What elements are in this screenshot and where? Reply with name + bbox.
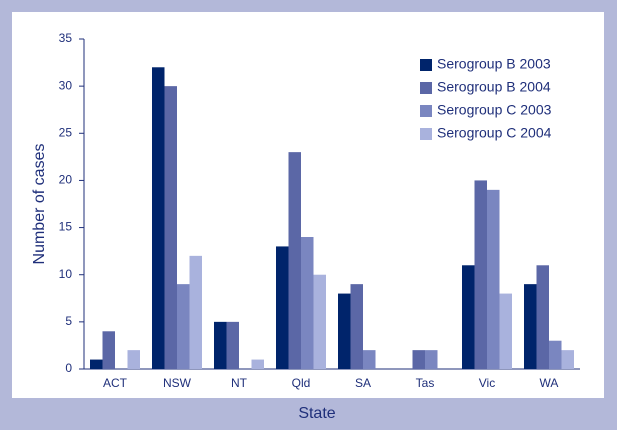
legend-swatch [420, 105, 432, 117]
bar [164, 86, 177, 370]
bar [226, 321, 239, 369]
bar [561, 350, 574, 369]
legend-swatch [420, 128, 432, 140]
bar [425, 350, 438, 369]
bar [189, 255, 202, 369]
legend-swatch [420, 82, 432, 94]
bar [301, 237, 314, 369]
x-tick-label: SA [355, 376, 371, 390]
y-tick-label: 0 [65, 361, 72, 375]
bar [462, 265, 475, 369]
x-axis-title: State [298, 405, 335, 422]
y-tick-label: 35 [59, 31, 73, 45]
bar [251, 359, 264, 369]
bar [524, 284, 537, 369]
bar [363, 350, 376, 369]
x-tick-label: NT [231, 376, 248, 390]
bar [536, 265, 549, 369]
x-tick-label: Vic [479, 376, 495, 390]
bar [127, 350, 140, 369]
legend-swatch [420, 59, 432, 71]
bar [412, 350, 425, 369]
legend-label: Serogroup B 2004 [437, 79, 551, 95]
x-tick-label: WA [540, 376, 559, 390]
bar [487, 189, 500, 369]
bar [313, 274, 326, 369]
y-tick-label: 15 [59, 220, 73, 234]
x-tick-label: NSW [163, 376, 192, 390]
bar [152, 67, 165, 370]
bar [350, 284, 363, 369]
legend-label: Serogroup C 2003 [437, 102, 552, 118]
bar [90, 359, 103, 369]
bar [214, 321, 227, 369]
x-tick-label: ACT [103, 376, 128, 390]
legend-label: Serogroup C 2004 [437, 125, 552, 141]
bar [549, 340, 562, 369]
y-tick-label: 25 [59, 125, 73, 139]
x-tick-label: Qld [292, 376, 311, 390]
bar [177, 284, 190, 369]
bar [276, 246, 289, 369]
legend-label: Serogroup B 2003 [437, 56, 551, 72]
y-tick-label: 30 [59, 78, 73, 92]
bar [499, 293, 512, 369]
y-tick-label: 20 [59, 173, 73, 187]
x-tick-label: Tas [416, 376, 435, 390]
bar [288, 152, 301, 369]
bar [474, 180, 487, 369]
y-tick-label: 10 [59, 267, 73, 281]
bar [338, 293, 351, 369]
y-axis-title: Number of cases [31, 144, 48, 265]
bar [102, 331, 115, 369]
y-tick-label: 5 [65, 314, 72, 328]
